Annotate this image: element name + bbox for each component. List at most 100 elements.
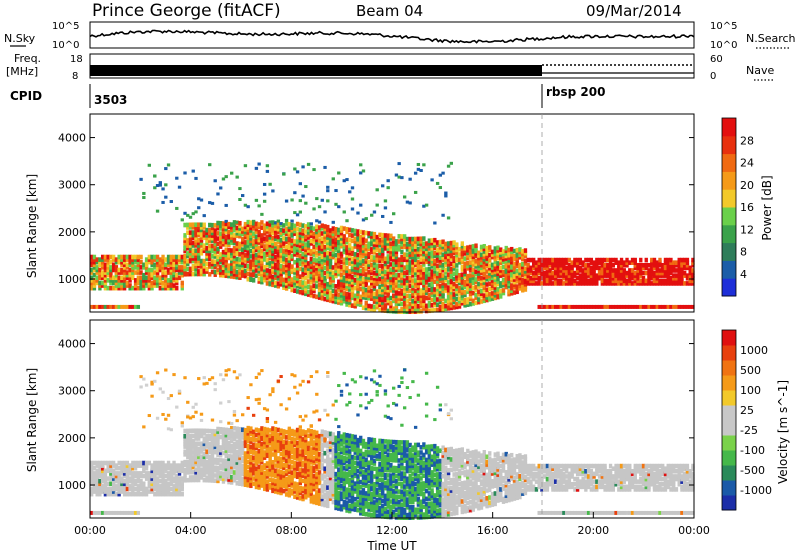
scatter-cell (298, 253, 302, 259)
scatter-cell (254, 450, 259, 456)
scatter-cell (221, 476, 226, 482)
scatter-cell (312, 278, 316, 283)
scatter-cell (611, 268, 615, 273)
scatter-cell (202, 376, 206, 380)
scatter-cell (188, 446, 193, 452)
scatter-cell (172, 285, 176, 291)
scatter-cell (257, 224, 261, 230)
scatter-cell (249, 436, 253, 442)
scatter-cell (298, 227, 302, 233)
scatter-cell (559, 304, 563, 309)
scatter-cell (449, 240, 453, 246)
scatter-cell (298, 243, 302, 248)
scatter-cell (619, 268, 624, 273)
scatter-cell (359, 258, 363, 263)
scatter-cell (455, 242, 459, 247)
scatter-cell (427, 256, 432, 262)
scatter-cell (350, 279, 355, 285)
scatter-cell (188, 457, 193, 462)
scatter-cell (411, 288, 415, 294)
scatter-cell (449, 251, 453, 256)
scatter-cell (199, 418, 204, 422)
scatter-cell (348, 243, 352, 248)
scatter-cell (249, 465, 253, 470)
scatter-cell (246, 243, 250, 248)
scatter-cell (235, 241, 239, 246)
scatter-cell (254, 476, 259, 482)
scatter-cell (169, 257, 173, 262)
scatter-cell (216, 460, 220, 466)
scatter-cell (197, 230, 201, 235)
scatter-cell (309, 225, 313, 231)
scatter-cell (210, 460, 215, 465)
scatter-cell (301, 165, 305, 169)
scatter-cell (287, 273, 292, 279)
scatter-cell (221, 223, 226, 229)
scatter-cell (295, 484, 300, 490)
scatter-cell (169, 465, 173, 471)
scatter-cell (183, 243, 187, 249)
scatter-cell (320, 257, 324, 262)
scatter-cell (246, 477, 250, 483)
scatter-cell (331, 252, 335, 257)
scatter-cell (265, 247, 270, 253)
scatter-cell (273, 420, 278, 424)
scatter-cell (109, 465, 113, 471)
scatter-cell (617, 260, 621, 265)
scatter-cell (449, 290, 453, 295)
scatter-cell (408, 265, 412, 270)
scatter-cell (592, 270, 596, 276)
scatter-cell (199, 261, 204, 266)
scatter-cell (131, 262, 135, 268)
scatter-cell (103, 283, 108, 288)
scatter-cell (150, 473, 154, 479)
scatter-cell (186, 253, 190, 259)
scatter-cell (499, 294, 503, 299)
scatter-cell (194, 227, 198, 233)
scatter-cell (589, 275, 594, 281)
scatter-cell (164, 270, 168, 275)
scatter-cell (183, 428, 187, 434)
scatter-cell (183, 269, 187, 275)
scatter-cell (260, 436, 264, 442)
scatter-cell (241, 463, 245, 469)
scatter-cell (350, 267, 355, 272)
scatter-cell (600, 275, 604, 281)
scatter-cell (304, 265, 308, 271)
scatter-cell (279, 256, 283, 261)
scatter-cell (262, 481, 267, 486)
scatter-cell (367, 277, 371, 283)
scatter-cell (372, 275, 377, 281)
scatter-cell (452, 305, 456, 310)
scatter-cell (304, 234, 308, 240)
scatter-cell (375, 278, 379, 284)
scatter-cell (411, 306, 415, 312)
scatter-cell (183, 261, 187, 267)
scatter-cell (490, 265, 495, 270)
scatter-cell (350, 277, 355, 283)
scatter-cell (243, 456, 248, 462)
scatter-cell (210, 467, 215, 473)
scatter-cell (328, 282, 333, 288)
scatter-cell (691, 275, 695, 281)
scatter-cell (499, 291, 503, 297)
scatter-cell (499, 249, 503, 255)
scatter-cell (147, 471, 151, 476)
scatter-cell (600, 278, 604, 284)
scatter-cell (136, 476, 141, 481)
scatter-cell (449, 271, 453, 277)
scatter-cell (688, 273, 692, 278)
scatter-cell (562, 273, 566, 278)
scatter-cell (221, 231, 226, 237)
scatter-cell (543, 257, 547, 263)
scatter-cell (169, 280, 173, 286)
scatter-cell (474, 271, 478, 277)
scatter-cell (241, 236, 245, 242)
scatter-cell (273, 244, 278, 249)
scatter-cell (301, 233, 305, 239)
scatter-cell (246, 245, 250, 251)
scatter-cell (485, 282, 489, 287)
scatter-cell (144, 471, 149, 476)
scatter-cell (408, 304, 412, 309)
